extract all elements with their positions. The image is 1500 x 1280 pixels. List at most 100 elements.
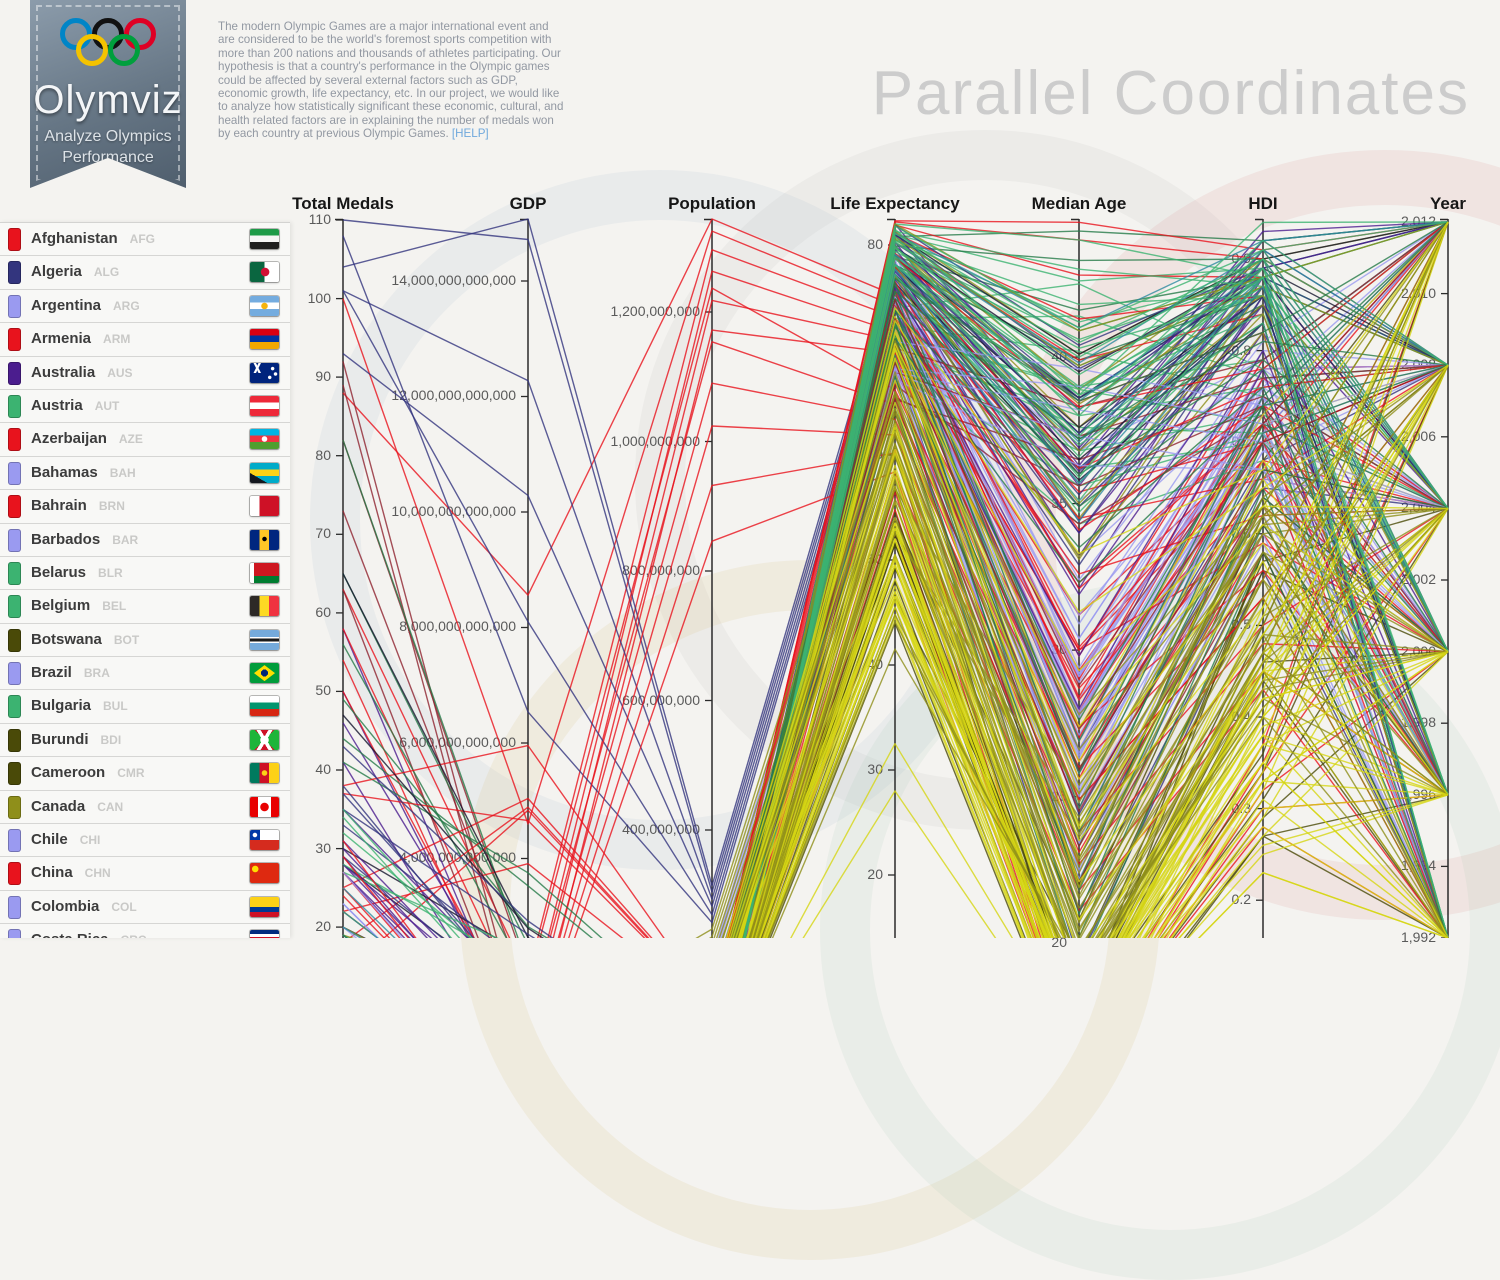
country-row-COL[interactable]: Colombia COL [0,890,290,925]
pc-line[interactable] [343,221,1449,938]
pc-line[interactable] [343,364,1449,938]
pc-line[interactable] [343,790,1449,938]
country-color-pill [8,428,21,452]
axis-title-medals[interactable]: Total Medals [292,194,394,213]
pc-line[interactable] [343,371,1449,938]
intro-paragraph: The modern Olympic Games are a major int… [218,20,566,141]
pc-line[interactable] [343,221,1449,938]
country-row-BAH[interactable]: Bahamas BAH [0,456,290,491]
page-title: Parallel Coordinates [871,59,1470,128]
intro-text: The modern Olympic Games are a major int… [218,20,564,141]
olymviz-logo-banner: Olymviz Analyze Olympics Performance [30,0,186,188]
parallel-lines[interactable] [342,218,1449,939]
pc-line[interactable] [343,290,1449,938]
pc-line[interactable] [343,264,1449,938]
country-row-BRN[interactable]: Bahrain BRN [0,490,290,524]
country-row-BUL[interactable]: Bulgaria BUL [0,690,290,724]
pc-line[interactable] [343,332,1449,938]
country-row-BEL[interactable]: Belgium BEL [0,590,290,624]
pc-line[interactable] [343,432,1449,938]
pc-line[interactable] [343,585,1449,938]
pc-line[interactable] [343,273,1449,938]
country-row-CHI[interactable]: Chile CHI [0,824,290,858]
pc-line[interactable] [343,508,1449,938]
country-row-CMR[interactable]: Cameroon CMR [0,757,290,791]
country-code: CHI [79,833,101,848]
pc-line[interactable] [343,297,1449,939]
pc-line[interactable] [343,743,1449,938]
pc-line[interactable] [343,221,1449,938]
axis-title-pop[interactable]: Population [668,194,756,213]
country-flag-BRA-icon [250,663,279,684]
pc-line[interactable] [343,427,1449,938]
pc-line[interactable] [343,245,1449,938]
axis-title-life[interactable]: Life Expectancy [830,194,960,213]
pc-line[interactable] [343,349,1449,938]
pc-line[interactable] [343,347,1449,938]
pc-line[interactable] [343,256,1449,938]
pc-line[interactable] [343,346,1449,938]
axis-tick-label: 12,000,000,000,000 [391,387,516,403]
pc-line[interactable] [343,554,1449,938]
axis-tick-label: 60 [315,604,331,620]
pc-line[interactable] [343,391,1449,938]
axis-tick-label: 30 [315,840,331,856]
pc-line[interactable] [343,235,1449,938]
country-row-AUT[interactable]: Austria AUT [0,389,290,424]
pc-line[interactable] [343,475,1449,938]
country-row-BRA[interactable]: Brazil BRA [0,657,290,691]
country-row-CAN[interactable]: Canada CAN [0,790,290,825]
pc-line[interactable] [343,323,1449,938]
pc-line[interactable] [343,221,1449,938]
country-row-CRC[interactable]: Costa RicaCRC [0,924,290,938]
country-color-pill [8,528,21,552]
country-name: Bahrain BRN [31,497,125,515]
pc-line[interactable] [343,319,1449,938]
pc-line[interactable] [343,317,1449,939]
country-flag-ARM-icon [250,329,279,350]
pc-line[interactable] [343,221,1449,938]
axis-title-hdi[interactable]: HDI [1248,194,1278,213]
country-flag-CRC-icon [250,930,279,938]
axis-tick-label: 80 [315,447,331,463]
country-row-ALG[interactable]: Algeria ALG [0,256,290,290]
help-link[interactable]: [HELP] [451,127,489,141]
pc-line[interactable] [343,221,1449,938]
country-row-BDI[interactable]: Burundi BDI [0,723,290,758]
country-row-AZE[interactable]: Azerbaijan AZE [0,423,290,457]
pc-line[interactable] [343,401,1449,939]
axis-tick-label: 70 [315,525,331,541]
pc-line[interactable] [343,435,1449,938]
country-list[interactable]: Afghanistan AFG Algeria ALG Argentina ARG Arme… [0,222,290,938]
pc-line[interactable] [343,343,1449,938]
country-row-BLR[interactable]: Belarus BLR [0,556,290,591]
country-row-BOT[interactable]: Botswana BOT [0,623,290,658]
pc-line[interactable] [343,221,1449,938]
pc-line[interactable] [343,330,1449,938]
axis-title-age[interactable]: Median Age [1031,194,1127,213]
pc-line[interactable] [343,452,1449,938]
pc-line[interactable] [343,613,1449,938]
pc-line[interactable] [343,221,1449,938]
country-row-ARM[interactable]: Armenia ARM [0,323,290,357]
pc-line[interactable] [343,364,1449,938]
axis-title-year[interactable]: Year [1430,194,1466,213]
pc-line[interactable] [343,221,1449,938]
pc-line[interactable] [343,221,1449,938]
country-row-CHN[interactable]: China CHN [0,857,290,891]
pc-line[interactable] [343,507,1449,938]
country-row-ARG[interactable]: Argentina ARG [0,289,290,324]
country-row-AFG[interactable]: Afghanistan AFG [0,223,290,257]
axis-title-gdp[interactable]: GDP [509,194,547,213]
country-name: Burundi BDI [31,730,122,748]
pc-line[interactable] [343,596,1449,938]
axis-tick-label: 20 [867,866,883,882]
pc-line[interactable] [343,590,1449,939]
pc-line[interactable] [343,326,1449,938]
pc-line[interactable] [343,419,1449,938]
pc-line[interactable] [343,364,1449,938]
country-row-BAR[interactable]: Barbados BAR [0,523,290,557]
parallel-coordinates-chart[interactable] [0,0,1500,938]
pc-line[interactable] [343,221,1449,938]
country-row-AUS[interactable]: Australia AUS [0,356,290,390]
